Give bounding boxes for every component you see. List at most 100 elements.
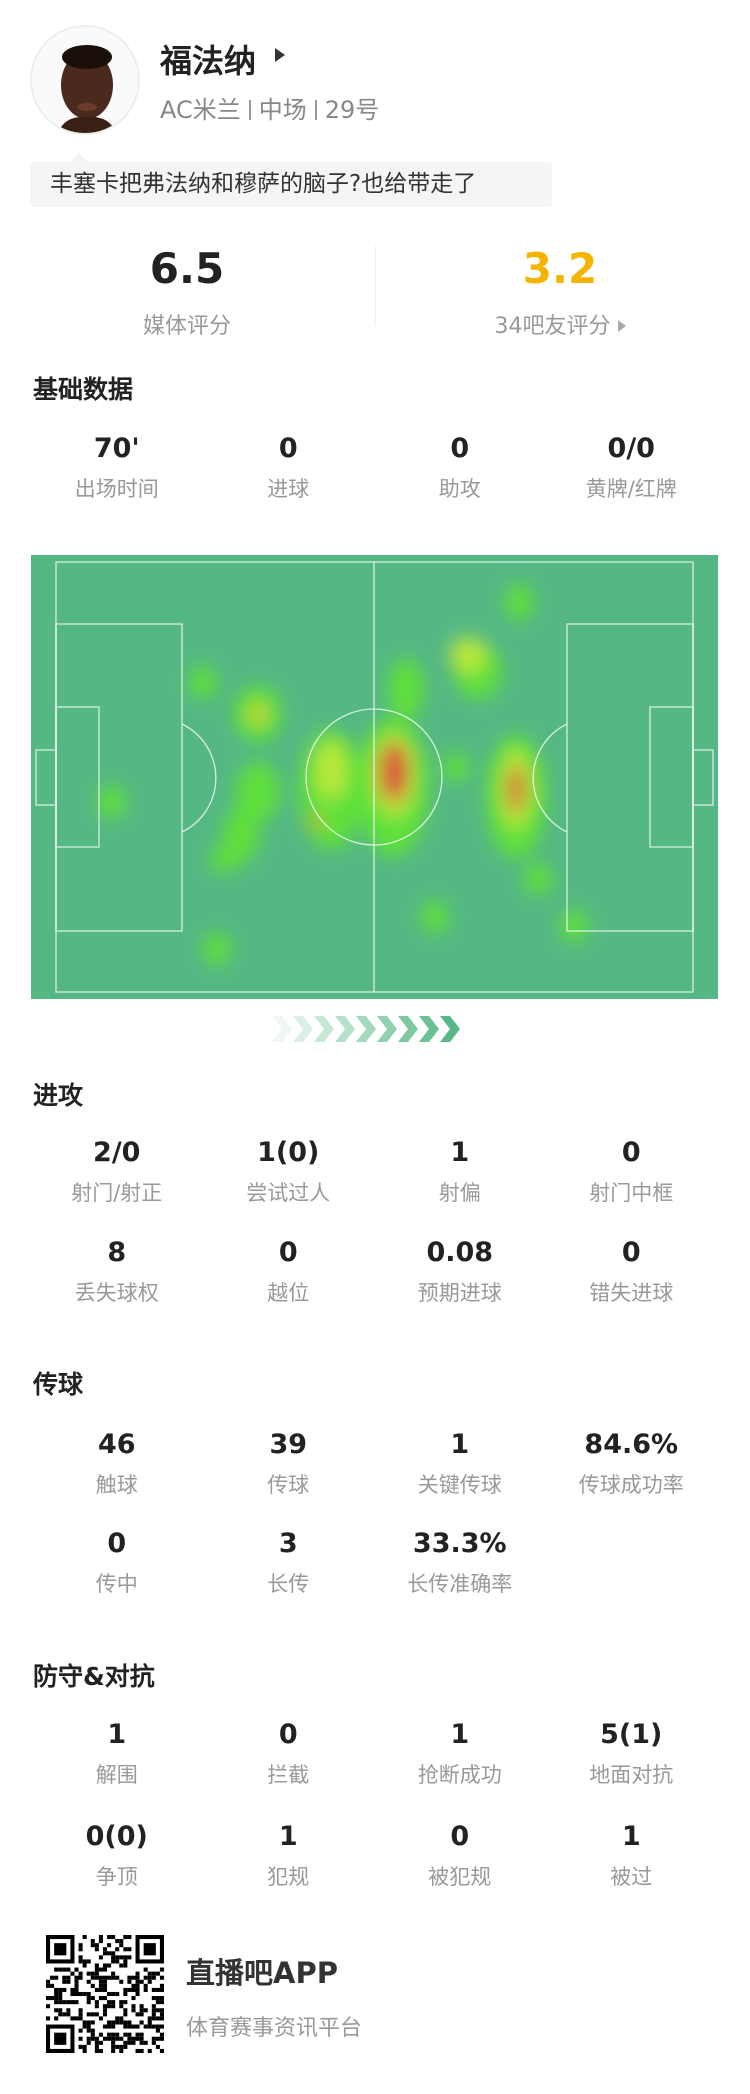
stat-label: 争顶 bbox=[95, 1865, 138, 1889]
comment-bubble[interactable]: 丰塞卡把弗法纳和穆萨的脑子?也给带走了 bbox=[30, 162, 552, 207]
stat-cell: 0 越位 bbox=[203, 1237, 375, 1307]
heat-spot bbox=[379, 742, 409, 802]
heat-spot bbox=[450, 637, 486, 673]
heatmap-pitch bbox=[31, 555, 718, 999]
caret-right-icon[interactable] bbox=[275, 48, 285, 62]
stat-cell: 0 拦截 bbox=[203, 1719, 375, 1789]
passing-stats-row: 0 传中 3 长传 33.3% 长传准确率 bbox=[31, 1528, 717, 1598]
pitch-lines bbox=[35, 561, 714, 993]
stat-value: 70' bbox=[93, 433, 140, 464]
chevron-right-icon bbox=[314, 1016, 334, 1042]
stat-value: 46 bbox=[97, 1429, 136, 1460]
stat-value: 5(1) bbox=[600, 1719, 663, 1750]
stat-cell: 0 被犯规 bbox=[374, 1821, 546, 1891]
stat-cell: 1 关键传球 bbox=[374, 1429, 546, 1499]
stat-cell: 1 被过 bbox=[546, 1821, 718, 1891]
stat-cell: 5(1) 地面对抗 bbox=[546, 1719, 718, 1789]
stat-label: 尝试过人 bbox=[246, 1181, 331, 1205]
stat-label: 犯规 bbox=[267, 1865, 310, 1889]
stat-label: 解围 bbox=[95, 1763, 138, 1787]
separator bbox=[314, 100, 317, 120]
separator bbox=[248, 100, 251, 120]
stat-label: 传中 bbox=[95, 1572, 138, 1596]
stat-value: 0 bbox=[621, 1237, 641, 1268]
stat-cell: 0 进球 bbox=[203, 433, 375, 503]
stat-label: 被犯规 bbox=[428, 1865, 492, 1889]
stat-label: 长传 bbox=[267, 1572, 310, 1596]
stat-cell: 0(0) 争顶 bbox=[31, 1821, 203, 1891]
basic-stats-row: 70' 出场时间 0 进球 0 助攻 0/0 黄牌/红牌 bbox=[31, 433, 717, 503]
media-rating-label: 媒体评分 bbox=[142, 314, 231, 339]
stat-value: 1 bbox=[450, 1429, 470, 1460]
stat-label: 越位 bbox=[267, 1281, 310, 1305]
section-title-attack: 进攻 bbox=[33, 1081, 84, 1110]
stat-cell: 1 射偏 bbox=[374, 1137, 546, 1207]
heatmap-svg bbox=[35, 561, 714, 993]
stat-value: 0 bbox=[278, 1237, 298, 1268]
stat-value: 84.6% bbox=[584, 1429, 679, 1460]
stat-value: 3 bbox=[278, 1528, 298, 1559]
stat-value: 0 bbox=[107, 1528, 127, 1559]
player-team: AC米兰 bbox=[160, 96, 241, 124]
attack-stats-row: 2/0 射门/射正 1(0) 尝试过人 1 射偏 0 射门中框 bbox=[31, 1137, 717, 1207]
stat-label: 传球成功率 bbox=[578, 1473, 684, 1497]
heat-spot bbox=[210, 845, 238, 873]
stat-cell: 0.08 预期进球 bbox=[374, 1237, 546, 1307]
app-tagline: 体育赛事资讯平台 bbox=[186, 2016, 363, 2041]
chevron-right-icon bbox=[440, 1016, 460, 1042]
stat-label: 拦截 bbox=[267, 1763, 310, 1787]
defense-stats-row: 1 解围 0 拦截 1 抢断成功 5(1) 地面对抗 bbox=[31, 1719, 717, 1789]
fan-rating-label: 34吧友评分 bbox=[410, 308, 710, 340]
qr-code[interactable] bbox=[46, 1935, 164, 2053]
fan-rating-value: 3.2 bbox=[522, 244, 598, 293]
chevron-right-icon bbox=[293, 1016, 313, 1042]
stat-label: 黄牌/红牌 bbox=[585, 477, 677, 501]
heat-spot bbox=[508, 765, 524, 813]
player-info: AC米兰 中场 29号 bbox=[160, 90, 379, 125]
stat-label: 射门中框 bbox=[589, 1181, 674, 1205]
heat-spot bbox=[203, 933, 231, 965]
caret-right-icon bbox=[617, 320, 626, 332]
stat-label: 被过 bbox=[610, 1865, 653, 1889]
heat-spot bbox=[236, 762, 280, 822]
heat-spot bbox=[315, 740, 347, 800]
fan-rating[interactable]: 3.2 34吧友评分 bbox=[410, 244, 710, 340]
stat-cell: 2/0 射门/射正 bbox=[31, 1137, 203, 1207]
stat-value: 0 bbox=[278, 1719, 298, 1750]
heatmap-layer bbox=[98, 584, 588, 965]
heat-spot bbox=[98, 786, 126, 818]
bubble-tip bbox=[70, 152, 88, 162]
stat-value: 1 bbox=[278, 1821, 298, 1852]
stat-cell: 0 助攻 bbox=[374, 433, 546, 503]
player-name[interactable]: 福法纳 bbox=[160, 42, 257, 80]
heat-spot bbox=[421, 901, 449, 933]
chevrons-right-icon bbox=[272, 1016, 460, 1042]
stat-cell: 84.6% 传球成功率 bbox=[546, 1429, 718, 1499]
stat-cell: 0 射门中框 bbox=[546, 1137, 718, 1207]
stat-label: 射偏 bbox=[438, 1181, 481, 1205]
media-rating-value: 6.5 bbox=[149, 244, 225, 293]
stat-cell: 70' 出场时间 bbox=[31, 433, 203, 503]
stat-label: 地面对抗 bbox=[589, 1763, 674, 1787]
stat-value: 1 bbox=[450, 1137, 470, 1168]
section-title-basic: 基础数据 bbox=[33, 375, 134, 404]
chevron-right-icon bbox=[272, 1016, 292, 1042]
stat-cell: 39 传球 bbox=[203, 1429, 375, 1499]
stat-cell: 0/0 黄牌/红牌 bbox=[546, 433, 718, 503]
stat-cell: 0 传中 bbox=[31, 1528, 203, 1598]
stat-label: 错失进球 bbox=[589, 1281, 674, 1305]
stat-value: 0 bbox=[450, 433, 470, 464]
stat-label: 关键传球 bbox=[417, 1473, 502, 1497]
app-name: 直播吧APP bbox=[186, 1956, 338, 1990]
stat-cell: 46 触球 bbox=[31, 1429, 203, 1499]
chevron-right-icon bbox=[398, 1016, 418, 1042]
player-number: 29号 bbox=[324, 96, 380, 124]
chevron-right-icon bbox=[356, 1016, 376, 1042]
player-avatar[interactable] bbox=[30, 25, 140, 135]
stat-value: 0 bbox=[278, 433, 298, 464]
heat-spot bbox=[311, 816, 323, 828]
stat-cell: 0 错失进球 bbox=[546, 1237, 718, 1307]
player-position: 中场 bbox=[258, 96, 307, 124]
heat-spot bbox=[524, 863, 552, 895]
stat-cell: 1(0) 尝试过人 bbox=[203, 1137, 375, 1207]
